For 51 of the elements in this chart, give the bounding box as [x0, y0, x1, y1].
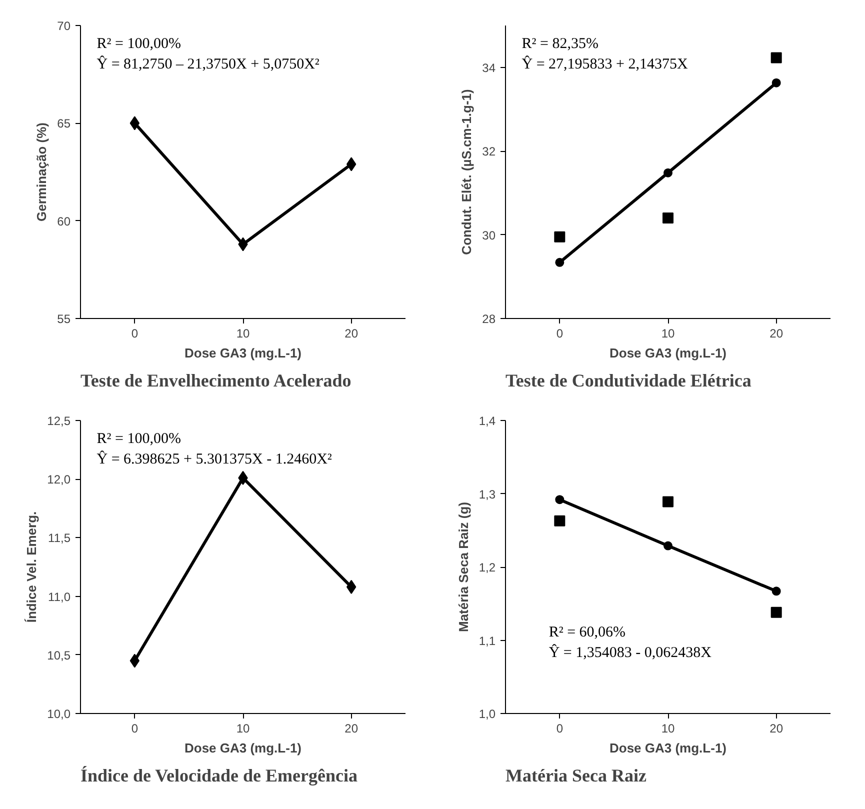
y-tick-label: 60	[57, 214, 71, 228]
x-tick-label: 20	[770, 722, 784, 736]
y-tick-label: 10,0	[47, 707, 71, 721]
annotation: R² = 82,35%	[522, 36, 598, 52]
text: Teste de Envelhecimento Acelerado	[80, 370, 352, 390]
y-tick-label: 1,4	[478, 414, 496, 428]
x-tick-label: 20	[770, 326, 784, 340]
x-tick-label: 0	[556, 722, 564, 736]
x-axis-title: Dose GA3 (mg.L-1)	[184, 740, 302, 756]
y-tick-label: 1,3	[478, 487, 496, 502]
y-tick-label: 11,5	[48, 531, 71, 546]
y-axis-title: Condut. Elét. (µS.cm-1.g-1)	[459, 89, 474, 255]
x-tick-label: 0	[556, 326, 564, 340]
x-tick-label: 0	[131, 722, 138, 736]
text: Índice de Velocidade de Emergência	[80, 766, 358, 786]
x-tick-label: 0	[131, 326, 138, 340]
x-axis-title: Dose GA3 (mg.L-1)	[184, 346, 302, 360]
x-axis-title: Dose GA3 (mg.L-1)	[609, 346, 727, 360]
x-axis-title: Dose GA3 (mg.L-1)	[609, 740, 727, 756]
y-tick-label: 1,2	[478, 560, 496, 574]
y-tick-label: 11,0	[48, 590, 71, 604]
y-axis-title: Matéria Seca Raiz (g)	[456, 502, 471, 632]
y-tick-label: 12,5	[47, 414, 71, 428]
y-tick-label: 30	[482, 228, 496, 242]
x-tick-label: 10	[236, 326, 250, 340]
text: Matéria Seca Raiz	[506, 766, 646, 786]
annotation: R² = 60,06%	[548, 624, 626, 640]
y-tick-label: 10,5	[47, 648, 71, 662]
x-tick-label: 10	[236, 722, 250, 736]
x-tick-label: 20	[344, 326, 358, 340]
y-tick-label: 55	[57, 312, 71, 326]
y-tick-label: 1,1	[478, 634, 496, 648]
annotation: Ŷ = 81,2750 – 21,3750X + 5,0750X²	[96, 55, 320, 72]
x-tick-label: 20	[344, 722, 358, 736]
annotation: Ŷ = 6.398625 + 5.301375X - 1.2460X²	[96, 450, 332, 468]
x-tick-label: 10	[661, 326, 675, 340]
y-tick-label: 65	[57, 116, 71, 131]
y-tick-label: 70	[57, 19, 71, 33]
y-tick-label: 12,0	[47, 472, 71, 487]
y-axis-title: Germinação (%)	[34, 122, 50, 222]
annotation: R² = 100,00%	[96, 36, 181, 52]
x-tick-label: 10	[661, 722, 675, 736]
y-tick-label: 1,0	[478, 707, 496, 721]
annotation: Ŷ = 27,195833 + 2,14375X	[522, 55, 688, 72]
y-tick-label: 32	[482, 144, 496, 159]
text: Teste de Condutividade Elétrica	[506, 370, 752, 390]
y-tick-label: 34	[482, 60, 496, 75]
annotation: R² = 100,00%	[96, 430, 181, 447]
y-axis-title: Índice Vel. Emerg.	[24, 511, 40, 623]
annotation: Ŷ = 1,354083 - 0,062438X	[548, 644, 712, 661]
y-tick-label: 28	[482, 312, 496, 326]
